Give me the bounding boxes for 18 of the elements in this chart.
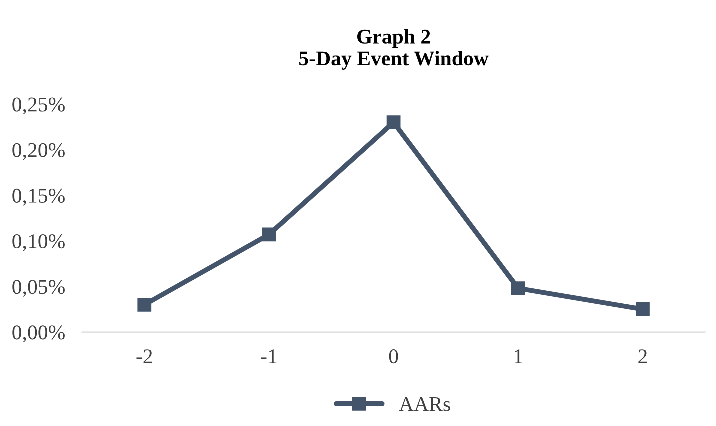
- chart-title: Graph 2 5-Day Event Window: [300, 29, 489, 70]
- x-tick-label: -1: [261, 350, 277, 364]
- legend-label: AARs: [399, 397, 450, 412]
- point: [138, 298, 152, 312]
- point: [386, 116, 401, 130]
- x-tick-label: 0: [389, 350, 398, 364]
- y-tick-label: 0,15%: [12, 188, 65, 206]
- y-tick-label: 0,05%: [12, 280, 65, 298]
- y-tick-label: 0,10%: [12, 234, 65, 252]
- x-tick-label: 1: [515, 350, 522, 364]
- y-tick-label: 0,00%: [12, 326, 65, 343]
- x-tick-label: -2: [136, 350, 152, 364]
- point: [511, 282, 526, 296]
- x-tick-label: 2: [638, 350, 648, 364]
- point: [262, 228, 276, 242]
- y-tick-label: 0,20%: [12, 143, 65, 160]
- y-tick-label: 0,25%: [12, 98, 65, 115]
- point: [636, 302, 650, 316]
